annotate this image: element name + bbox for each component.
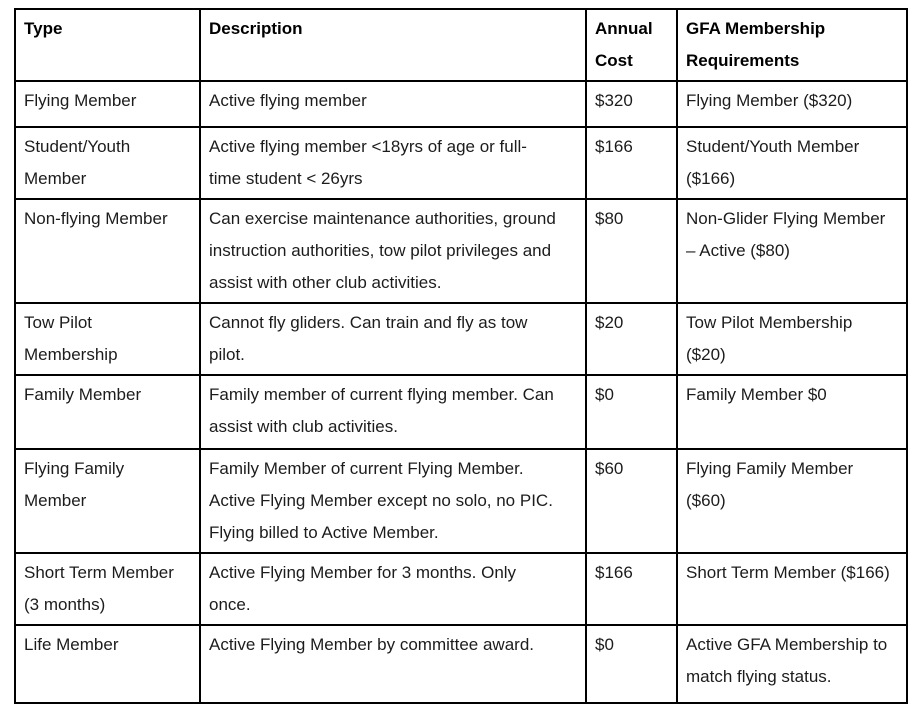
gfa-requirement-cell: Active GFA Membership to match flying st… xyxy=(676,624,908,704)
annual-cost-cell: $166 xyxy=(585,552,678,626)
annual-cost-cell: $80 xyxy=(585,198,678,304)
type-cell: Non-flying Member xyxy=(14,198,201,304)
description-cell: Active Flying Member for 3 months. Only … xyxy=(199,552,587,626)
table-row: Flying Member Active flying member $320 … xyxy=(14,80,908,128)
annual-cost-cell: $0 xyxy=(585,374,678,450)
column-header-type: Type xyxy=(14,8,201,82)
gfa-requirement-cell: Flying Member ($320) xyxy=(676,80,908,128)
type-cell: Short Term Member (3 months) xyxy=(14,552,201,626)
table-row: Tow Pilot Membership Cannot fly gliders.… xyxy=(14,302,908,376)
table-row: Short Term Member (3 months) Active Flyi… xyxy=(14,552,908,626)
annual-cost-cell: $20 xyxy=(585,302,678,376)
table-row: Flying Family Member Family Member of cu… xyxy=(14,448,908,554)
table-row: Student/Youth Member Active flying membe… xyxy=(14,126,908,200)
gfa-requirement-cell: Short Term Member ($166) xyxy=(676,552,908,626)
description-cell: Active flying member <18yrs of age or fu… xyxy=(199,126,587,200)
table-row: Family Member Family member of current f… xyxy=(14,374,908,450)
header-row: Type Description Annual Cost GFA Members… xyxy=(14,8,908,82)
description-cell: Family Member of current Flying Member. … xyxy=(199,448,587,554)
gfa-requirement-cell: Student/Youth Member ($166) xyxy=(676,126,908,200)
column-header-gfa-requirements: GFA Membership Requirements xyxy=(676,8,908,82)
annual-cost-cell: $60 xyxy=(585,448,678,554)
description-cell: Cannot fly gliders. Can train and fly as… xyxy=(199,302,587,376)
type-cell: Life Member xyxy=(14,624,201,704)
type-cell: Flying Family Member xyxy=(14,448,201,554)
annual-cost-cell: $166 xyxy=(585,126,678,200)
column-header-annual-cost: Annual Cost xyxy=(585,8,678,82)
table-row: Life Member Active Flying Member by comm… xyxy=(14,624,908,704)
annual-cost-cell: $320 xyxy=(585,80,678,128)
gfa-requirement-cell: Family Member $0 xyxy=(676,374,908,450)
gfa-requirement-cell: Tow Pilot Membership ($20) xyxy=(676,302,908,376)
type-cell: Family Member xyxy=(14,374,201,450)
table-row: Non-flying Member Can exercise maintenan… xyxy=(14,198,908,304)
description-cell: Active flying member xyxy=(199,80,587,128)
type-cell: Flying Member xyxy=(14,80,201,128)
column-header-description: Description xyxy=(199,8,587,82)
type-cell: Tow Pilot Membership xyxy=(14,302,201,376)
gfa-requirement-cell: Flying Family Member ($60) xyxy=(676,448,908,554)
membership-types-table: Type Description Annual Cost GFA Members… xyxy=(14,8,908,704)
annual-cost-cell: $0 xyxy=(585,624,678,704)
description-cell: Can exercise maintenance authorities, gr… xyxy=(199,198,587,304)
gfa-requirement-cell: Non-Glider Flying Member – Active ($80) xyxy=(676,198,908,304)
description-cell: Family member of current flying member. … xyxy=(199,374,587,450)
description-cell: Active Flying Member by committee award. xyxy=(199,624,587,704)
type-cell: Student/Youth Member xyxy=(14,126,201,200)
